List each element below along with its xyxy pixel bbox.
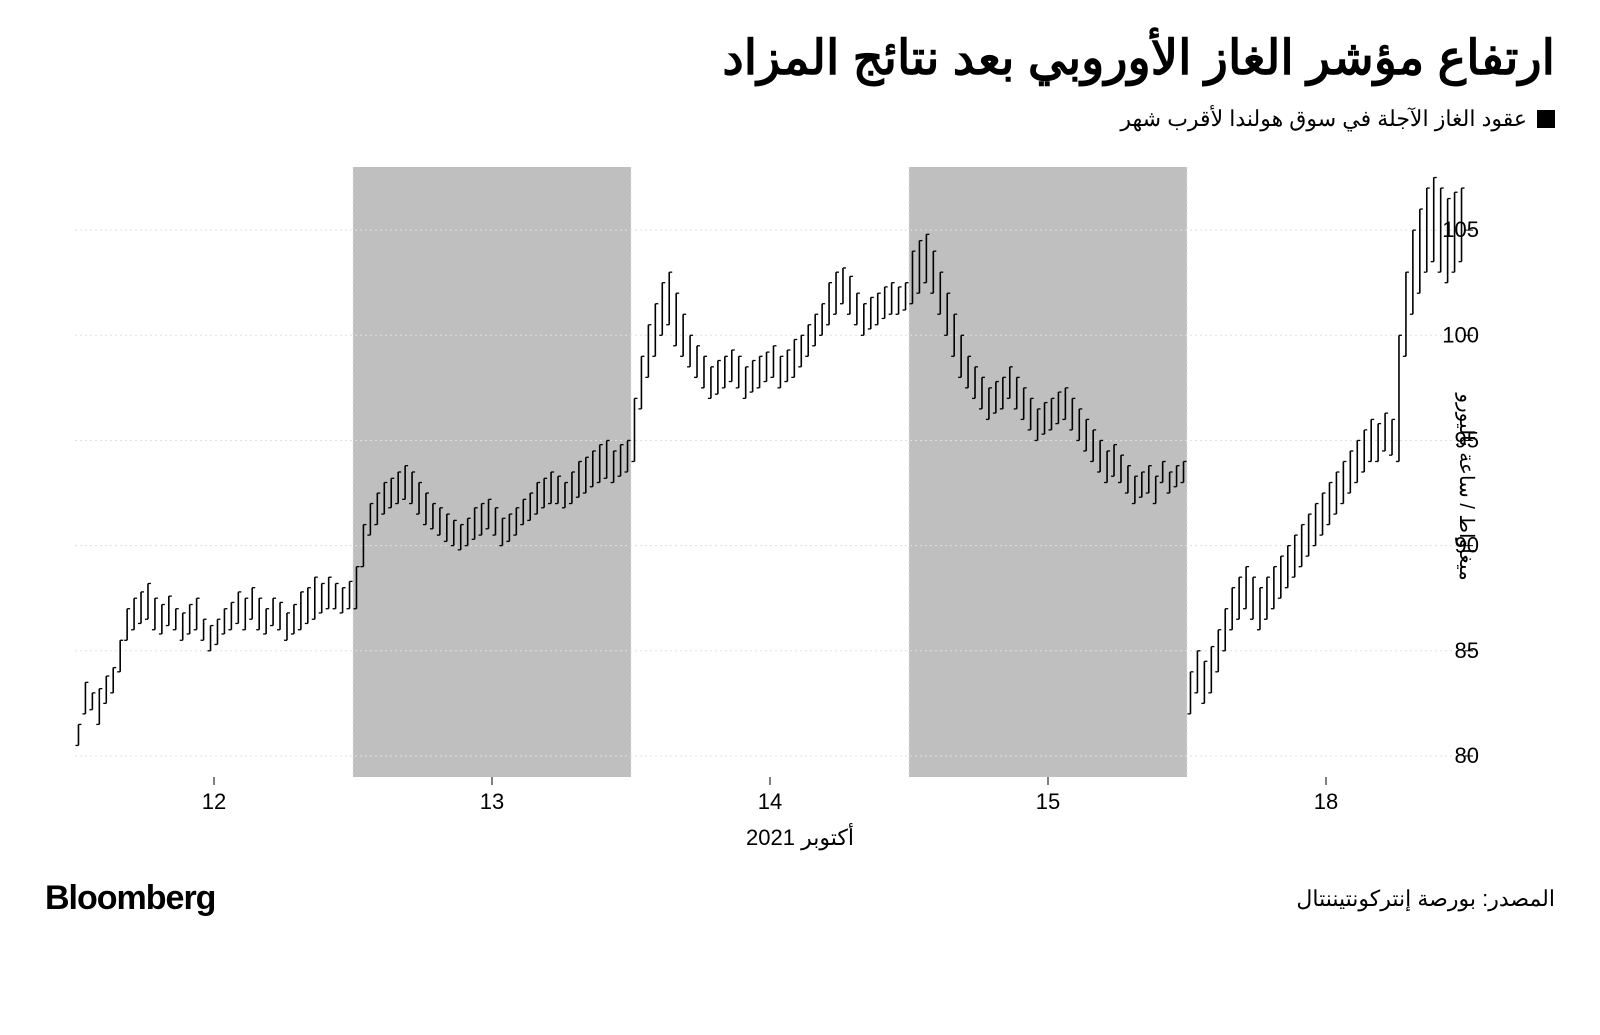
chart-area: 808590951001051213141518 ميغاواط / ساعة … [45,157,1555,817]
svg-text:12: 12 [202,789,226,814]
chart-title: ارتفاع مؤشر الغاز الأوروبي بعد نتائج الم… [45,30,1555,86]
svg-text:14: 14 [758,789,782,814]
brand-logo: Bloomberg [45,879,215,918]
svg-text:13: 13 [480,789,504,814]
svg-text:18: 18 [1314,789,1338,814]
legend-label: عقود الغاز الآجلة في سوق هولندا لأقرب شه… [1120,106,1527,132]
y-axis-title: ميغاواط / ساعة باليورو [1454,393,1479,580]
svg-text:15: 15 [1036,789,1060,814]
source-text: المصدر: بورصة إنتركونتيننتال [1296,886,1555,912]
svg-text:100: 100 [1442,322,1479,347]
legend-swatch [1537,110,1555,128]
svg-text:85: 85 [1455,638,1479,663]
svg-text:80: 80 [1455,743,1479,768]
x-axis-title: أكتوبر 2021 [45,825,1555,851]
chart-legend: عقود الغاز الآجلة في سوق هولندا لأقرب شه… [45,106,1555,132]
price-chart: 808590951001051213141518 [45,157,1555,817]
